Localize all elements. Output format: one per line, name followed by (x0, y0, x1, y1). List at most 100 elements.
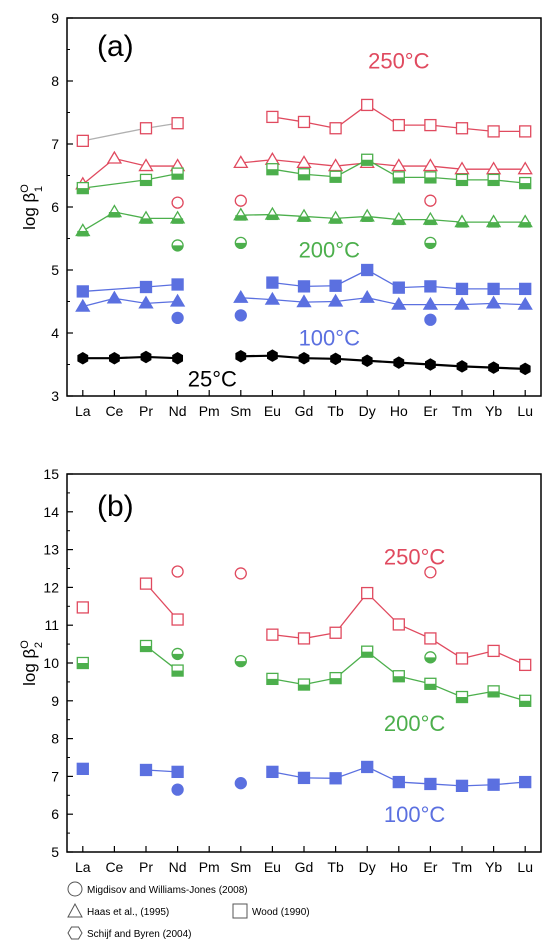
x-tick-label: Dy (359, 859, 376, 875)
y-tick-label: 6 (51, 199, 59, 215)
x-tick-label: Er (423, 859, 437, 875)
x-tick-label: Ce (105, 859, 123, 875)
x-tick-label: Ce (105, 403, 123, 419)
data-point-gd (297, 771, 311, 785)
x-tick-label: Tb (327, 859, 344, 875)
data-point-nd (171, 565, 184, 578)
data-point-ce (106, 204, 123, 218)
y-tick-label: 7 (51, 768, 59, 784)
data-point-ho (391, 211, 407, 226)
panel-label: (a) (97, 30, 134, 63)
data-point-dy (361, 153, 374, 166)
data-point-er (424, 118, 437, 132)
data-point-tm (454, 296, 470, 310)
y-tick-label: 9 (51, 10, 59, 26)
data-point-er (424, 677, 437, 690)
y-axis-label: log βO 1 (19, 184, 45, 230)
data-point-er (424, 280, 437, 293)
temperature-label: 250°C (384, 545, 446, 570)
temperature-label: 25°C (188, 367, 237, 392)
series-line (335, 592, 368, 634)
data-point-gd (297, 280, 311, 293)
x-tick-label: Yb (485, 403, 502, 419)
data-point-gd (297, 632, 311, 645)
data-point-tb (329, 279, 342, 292)
data-point-gd (296, 208, 312, 222)
data-point-pr (140, 350, 152, 364)
x-tick-label: Pr (139, 403, 153, 419)
data-point-yb (488, 361, 500, 374)
y-tick-label: 5 (51, 262, 59, 278)
x-tick-label: Dy (359, 403, 376, 419)
triangle-icon (67, 902, 83, 918)
x-tick-label: Pm (199, 403, 220, 419)
series-line (82, 286, 147, 293)
data-point-tm (455, 690, 469, 704)
x-tick-label: Tm (452, 403, 472, 419)
y-tick-label: 12 (43, 579, 59, 595)
data-point-lu (517, 214, 533, 228)
plot-frame (66, 473, 542, 853)
data-point-er (424, 236, 437, 250)
data-point-er (424, 194, 437, 207)
x-tick-label: Eu (264, 403, 281, 419)
data-point-lu (519, 775, 532, 789)
data-point-sm (234, 777, 247, 790)
data-point-sm (234, 236, 247, 250)
data-point-nd (171, 647, 184, 661)
y-tick-label: 15 (43, 466, 59, 482)
data-point-ho (392, 670, 405, 683)
x-tick-label: La (75, 859, 91, 875)
data-point-sm (233, 289, 249, 303)
data-point-pr (139, 577, 153, 590)
data-point-eu (266, 163, 279, 176)
data-point-yb (487, 282, 500, 296)
data-point-er (424, 651, 437, 664)
data-point-pr (138, 210, 154, 224)
data-point-eu (266, 349, 278, 362)
legend: Migdisov and Williams-Jones (2008) Haas e… (67, 881, 310, 940)
data-point-pr (139, 173, 153, 187)
y-tick-label: 13 (43, 542, 59, 558)
data-point-yb (487, 778, 500, 791)
series-line (240, 297, 273, 301)
x-tick-label: Gd (295, 403, 314, 419)
data-point-ho (391, 158, 407, 172)
data-point-nd (169, 293, 186, 307)
y-tick-label: 11 (44, 617, 59, 633)
data-point-la (77, 351, 89, 365)
panel-a: 3 4 5 6 7 8 9 La Ce Pr Nd Pm Sm Eu Gd Tb Dy Ho Er Tm Yb Lu log… (19, 10, 542, 419)
data-point-nd (171, 278, 184, 291)
data-point-lu (519, 176, 532, 190)
data-point-la (75, 223, 91, 237)
data-point-dy (361, 586, 374, 600)
y-tick-label: 5 (51, 844, 59, 860)
data-point-nd (171, 239, 184, 252)
data-point-dy (361, 98, 374, 112)
data-point-sm (233, 207, 249, 221)
x-tick-label: Ho (390, 403, 408, 419)
temperature-label: 200°C (384, 711, 446, 736)
data-point-tb (330, 352, 342, 366)
data-point-sm (233, 155, 249, 169)
data-point-pr (139, 763, 153, 777)
data-point-pr (139, 639, 153, 653)
data-point-ho (392, 281, 405, 294)
square-icon (232, 903, 248, 919)
data-point-yb (485, 161, 502, 175)
data-point-gd (296, 155, 312, 169)
data-point-nd (171, 783, 184, 796)
y-tick-label: 14 (43, 504, 59, 520)
data-point-ho (391, 296, 407, 310)
data-point-nd (172, 351, 184, 365)
data-point-tb (329, 772, 342, 785)
series-line (461, 302, 494, 306)
data-point-pr (138, 158, 154, 172)
data-point-lu (519, 282, 532, 296)
data-point-ho (392, 171, 405, 184)
data-point-sm (234, 194, 247, 207)
data-point-eu (266, 276, 279, 289)
data-point-la (75, 298, 91, 312)
data-point-sm (234, 309, 247, 322)
data-point-eu (264, 291, 281, 305)
